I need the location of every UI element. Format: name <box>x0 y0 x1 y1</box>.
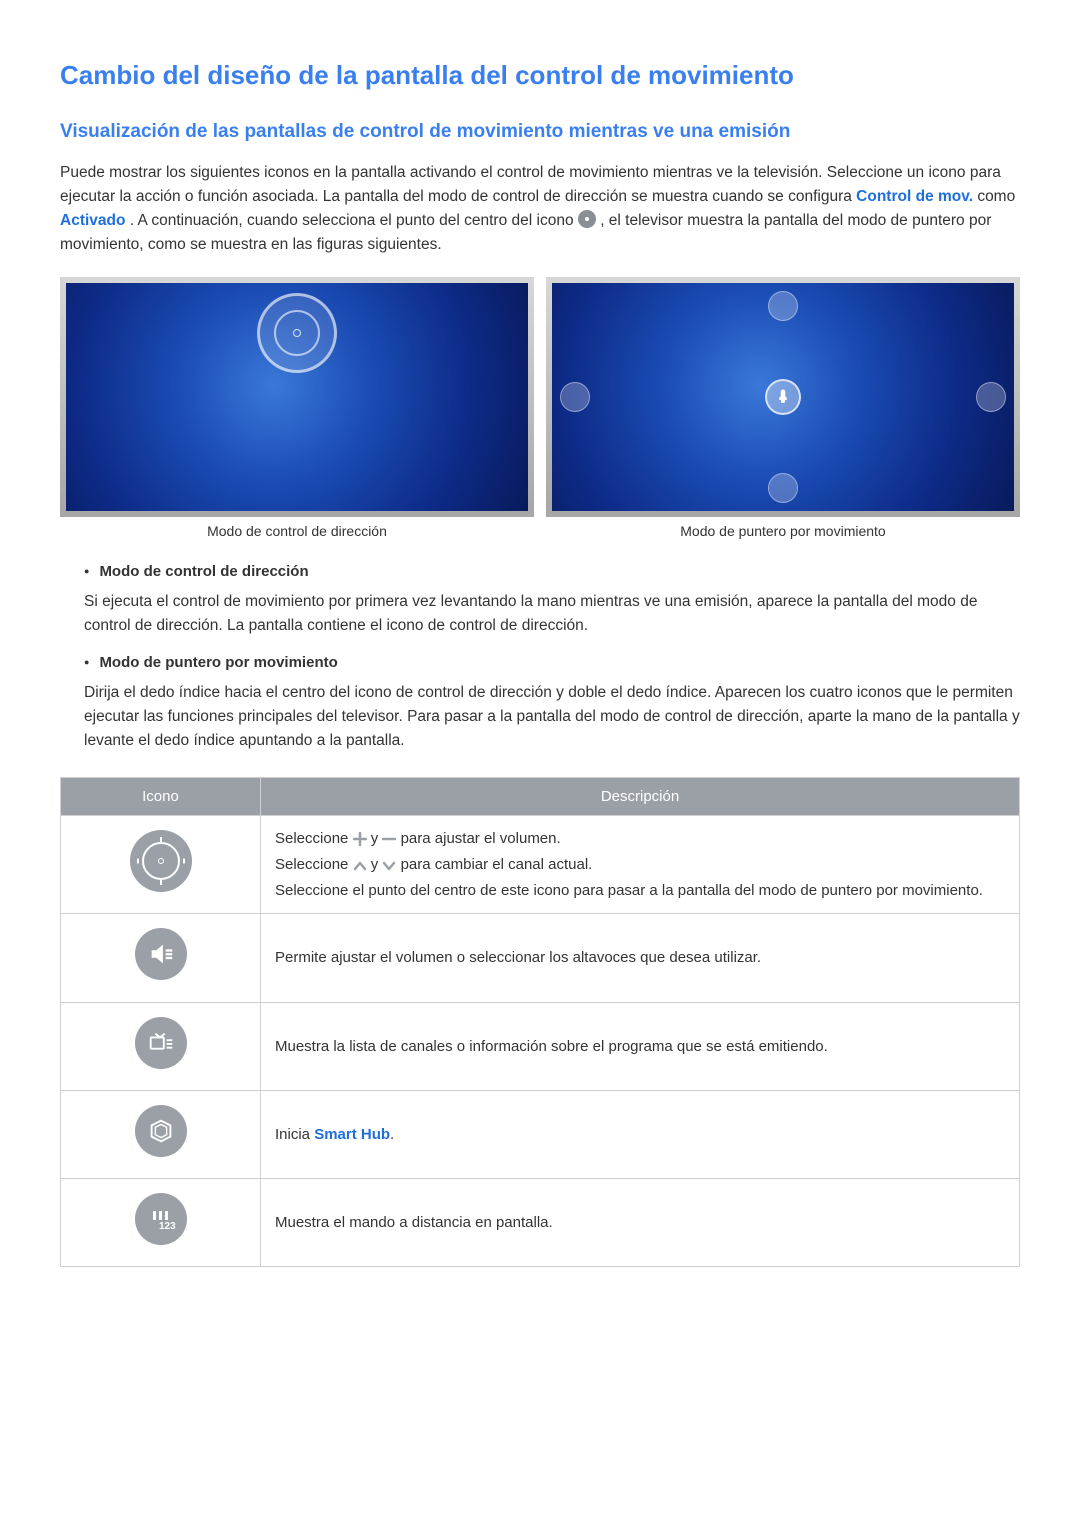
mode-list: Modo de control de dirección Si ejecuta … <box>84 563 1020 753</box>
channel-list-icon <box>135 1017 187 1069</box>
icon-description-table: Icono Descripción Seleccione y para ajus… <box>60 777 1020 1267</box>
r1-l1b: y <box>371 830 383 847</box>
pointer-bottom-icon <box>768 473 798 503</box>
tv-screenshot-direction-mode <box>60 277 534 517</box>
link-activado: Activado <box>60 212 125 229</box>
volume-icon <box>135 928 187 980</box>
intro-text-3: . A continuación, cuando selecciona el p… <box>130 212 578 229</box>
svg-text:123: 123 <box>159 1221 176 1232</box>
desc-cell-channel: Muestra la lista de canales o informació… <box>261 1002 1020 1090</box>
direction-ring-icon <box>257 293 337 373</box>
intro-text-2: como <box>977 188 1015 205</box>
pointer-right-icon <box>976 382 1006 412</box>
icon-cell-direction <box>61 816 261 914</box>
mode-item-pointer: Modo de puntero por movimiento Dirija el… <box>84 654 1020 753</box>
table-row: Seleccione y para ajustar el volumen. Se… <box>61 816 1020 914</box>
icon-cell-remote: 123 <box>61 1179 261 1267</box>
minus-icon <box>382 830 396 853</box>
intro-paragraph: Puede mostrar los siguientes iconos en l… <box>60 161 1020 257</box>
desc-cell-direction: Seleccione y para ajustar el volumen. Se… <box>261 816 1020 914</box>
desc-cell-remote: Muestra el mando a distancia en pantalla… <box>261 1179 1020 1267</box>
mode-body-direction: Si ejecuta el control de movimiento por … <box>84 590 1020 638</box>
smart-hub-icon <box>135 1105 187 1157</box>
table-row: Permite ajustar el volumen o seleccionar… <box>61 914 1020 1002</box>
table-row: 123 Muestra el mando a distancia en pant… <box>61 1179 1020 1267</box>
mode-head-direction: Modo de control de dirección <box>84 563 1020 580</box>
mode-body-pointer: Dirija el dedo índice hacia el centro de… <box>84 681 1020 753</box>
r1-l2a: Seleccione <box>275 856 353 873</box>
section-subtitle: Visualización de las pantallas de contro… <box>60 121 1020 143</box>
direction-control-icon <box>130 830 192 892</box>
r1-l1c: para ajustar el volumen. <box>401 830 561 847</box>
pointer-top-icon <box>768 291 798 321</box>
link-control-de-mov: Control de mov. <box>856 188 973 205</box>
chevron-down-icon <box>382 856 396 879</box>
table-header-description: Descripción <box>261 778 1020 816</box>
page-title: Cambio del diseño de la pantalla del con… <box>60 60 1020 91</box>
plus-icon <box>353 830 367 853</box>
onscreen-remote-icon: 123 <box>135 1193 187 1245</box>
desc-cell-smarthub: Inicia Smart Hub. <box>261 1090 1020 1178</box>
icon-cell-smarthub <box>61 1090 261 1178</box>
r1-l3: Seleccione el punto del centro de este i… <box>275 879 1005 902</box>
table-row: Muestra la lista de canales o informació… <box>61 1002 1020 1090</box>
r1-l2b: y <box>371 856 383 873</box>
tv-screenshot-pointer-mode <box>546 277 1020 517</box>
caption-left: Modo de control de dirección <box>60 523 534 539</box>
r1-l1a: Seleccione <box>275 830 353 847</box>
mode-head-pointer: Modo de puntero por movimiento <box>84 654 1020 671</box>
r4a: Inicia <box>275 1126 314 1143</box>
mode-item-direction: Modo de control de dirección Si ejecuta … <box>84 563 1020 638</box>
center-point-icon <box>578 210 596 228</box>
figure-captions: Modo de control de dirección Modo de pun… <box>60 517 1020 539</box>
pointer-center-icon <box>765 379 801 415</box>
caption-right: Modo de puntero por movimiento <box>546 523 1020 539</box>
desc-cell-volume: Permite ajustar el volumen o seleccionar… <box>261 914 1020 1002</box>
pointer-left-icon <box>560 382 590 412</box>
r1-l2c: para cambiar el canal actual. <box>401 856 593 873</box>
smart-hub-link: Smart Hub <box>314 1126 390 1143</box>
chevron-up-icon <box>353 856 367 879</box>
icon-cell-channel <box>61 1002 261 1090</box>
table-header-icon: Icono <box>61 778 261 816</box>
figures-row <box>60 277 1020 517</box>
table-row: Inicia Smart Hub. <box>61 1090 1020 1178</box>
r4c: . <box>390 1126 394 1143</box>
icon-cell-volume <box>61 914 261 1002</box>
